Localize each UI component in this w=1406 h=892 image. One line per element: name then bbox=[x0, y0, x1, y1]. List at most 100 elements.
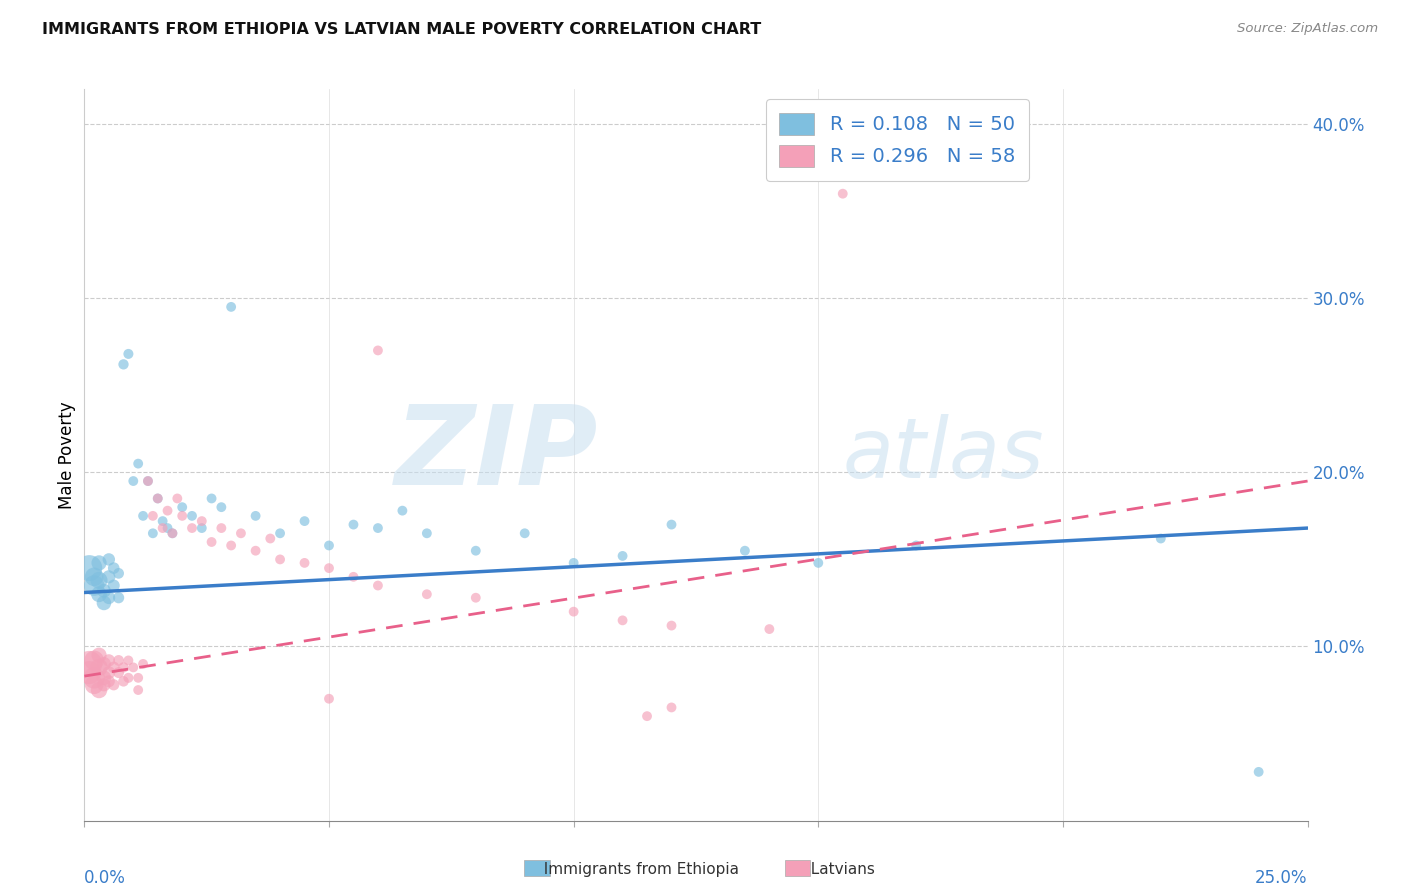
Point bbox=[93, 583, 115, 598]
Point bbox=[318, 691, 340, 706]
Point bbox=[318, 561, 340, 575]
Point bbox=[416, 526, 439, 541]
Point bbox=[93, 596, 115, 610]
Point bbox=[136, 474, 159, 488]
Point bbox=[97, 665, 120, 680]
Point bbox=[172, 500, 194, 515]
Point bbox=[77, 657, 100, 671]
Point bbox=[367, 578, 389, 592]
Point bbox=[87, 587, 110, 601]
Point bbox=[107, 665, 129, 680]
Point bbox=[87, 574, 110, 588]
Point bbox=[87, 556, 110, 570]
Point bbox=[513, 526, 536, 541]
Point bbox=[103, 678, 125, 692]
Point bbox=[103, 578, 125, 592]
Point bbox=[146, 491, 169, 506]
Point bbox=[318, 539, 340, 553]
Point bbox=[132, 657, 155, 671]
Point bbox=[661, 517, 683, 532]
Point bbox=[391, 503, 413, 517]
Point bbox=[758, 622, 780, 636]
Point bbox=[612, 613, 634, 627]
Point bbox=[142, 526, 165, 541]
Point bbox=[107, 653, 129, 667]
Point bbox=[112, 674, 135, 689]
Text: Immigrants from Ethiopia: Immigrants from Ethiopia bbox=[534, 863, 740, 877]
Point bbox=[562, 605, 585, 619]
Point bbox=[77, 665, 100, 680]
Point bbox=[87, 648, 110, 663]
Point bbox=[294, 556, 316, 570]
Point bbox=[152, 514, 174, 528]
Point bbox=[93, 657, 115, 671]
Point bbox=[117, 653, 139, 667]
Point bbox=[209, 521, 232, 535]
Text: IMMIGRANTS FROM ETHIOPIA VS LATVIAN MALE POVERTY CORRELATION CHART: IMMIGRANTS FROM ETHIOPIA VS LATVIAN MALE… bbox=[42, 22, 762, 37]
Point bbox=[112, 357, 135, 371]
Point bbox=[93, 671, 115, 685]
Bar bbox=[785, 860, 810, 876]
Point bbox=[661, 618, 683, 632]
Point bbox=[172, 508, 194, 523]
Point bbox=[127, 683, 149, 698]
Point bbox=[807, 556, 830, 570]
Point bbox=[77, 561, 100, 575]
Point bbox=[367, 343, 389, 358]
Point bbox=[156, 503, 179, 517]
Point bbox=[117, 347, 139, 361]
Point bbox=[93, 678, 115, 692]
Point bbox=[191, 514, 214, 528]
Point bbox=[107, 566, 129, 581]
Point bbox=[342, 570, 364, 584]
Point bbox=[136, 474, 159, 488]
Point bbox=[97, 674, 120, 689]
Point bbox=[191, 521, 214, 535]
Point bbox=[1247, 764, 1270, 779]
Point bbox=[162, 526, 184, 541]
Text: ZIP: ZIP bbox=[395, 401, 598, 508]
Point bbox=[97, 653, 120, 667]
Point bbox=[83, 678, 105, 692]
Point bbox=[122, 474, 145, 488]
Point bbox=[156, 521, 179, 535]
Point bbox=[181, 508, 204, 523]
Point bbox=[269, 552, 291, 566]
Point bbox=[103, 561, 125, 575]
Point bbox=[97, 570, 120, 584]
Point bbox=[166, 491, 188, 506]
Point bbox=[181, 521, 204, 535]
Point bbox=[87, 660, 110, 674]
Point bbox=[269, 526, 291, 541]
Point bbox=[209, 500, 232, 515]
Text: Source: ZipAtlas.com: Source: ZipAtlas.com bbox=[1237, 22, 1378, 36]
Point bbox=[112, 660, 135, 674]
Point bbox=[107, 591, 129, 605]
Text: atlas: atlas bbox=[842, 415, 1045, 495]
Point bbox=[636, 709, 658, 723]
Point bbox=[464, 543, 486, 558]
Point bbox=[146, 491, 169, 506]
Point bbox=[97, 552, 120, 566]
Point bbox=[87, 683, 110, 698]
Point bbox=[562, 556, 585, 570]
Point bbox=[464, 591, 486, 605]
Text: Latvians: Latvians bbox=[801, 863, 876, 877]
Point bbox=[127, 671, 149, 685]
Point bbox=[259, 532, 281, 546]
Point bbox=[245, 543, 267, 558]
Legend: R = 0.108   N = 50, R = 0.296   N = 58: R = 0.108 N = 50, R = 0.296 N = 58 bbox=[766, 99, 1029, 181]
Point bbox=[152, 521, 174, 535]
Point bbox=[219, 300, 242, 314]
Point bbox=[83, 671, 105, 685]
Point bbox=[661, 700, 683, 714]
Point bbox=[142, 508, 165, 523]
Point bbox=[219, 539, 242, 553]
Point bbox=[294, 514, 316, 528]
Point bbox=[162, 526, 184, 541]
Point bbox=[416, 587, 439, 601]
Point bbox=[905, 539, 928, 553]
Bar bbox=[524, 860, 550, 876]
Point bbox=[612, 549, 634, 563]
Text: 25.0%: 25.0% bbox=[1256, 870, 1308, 888]
